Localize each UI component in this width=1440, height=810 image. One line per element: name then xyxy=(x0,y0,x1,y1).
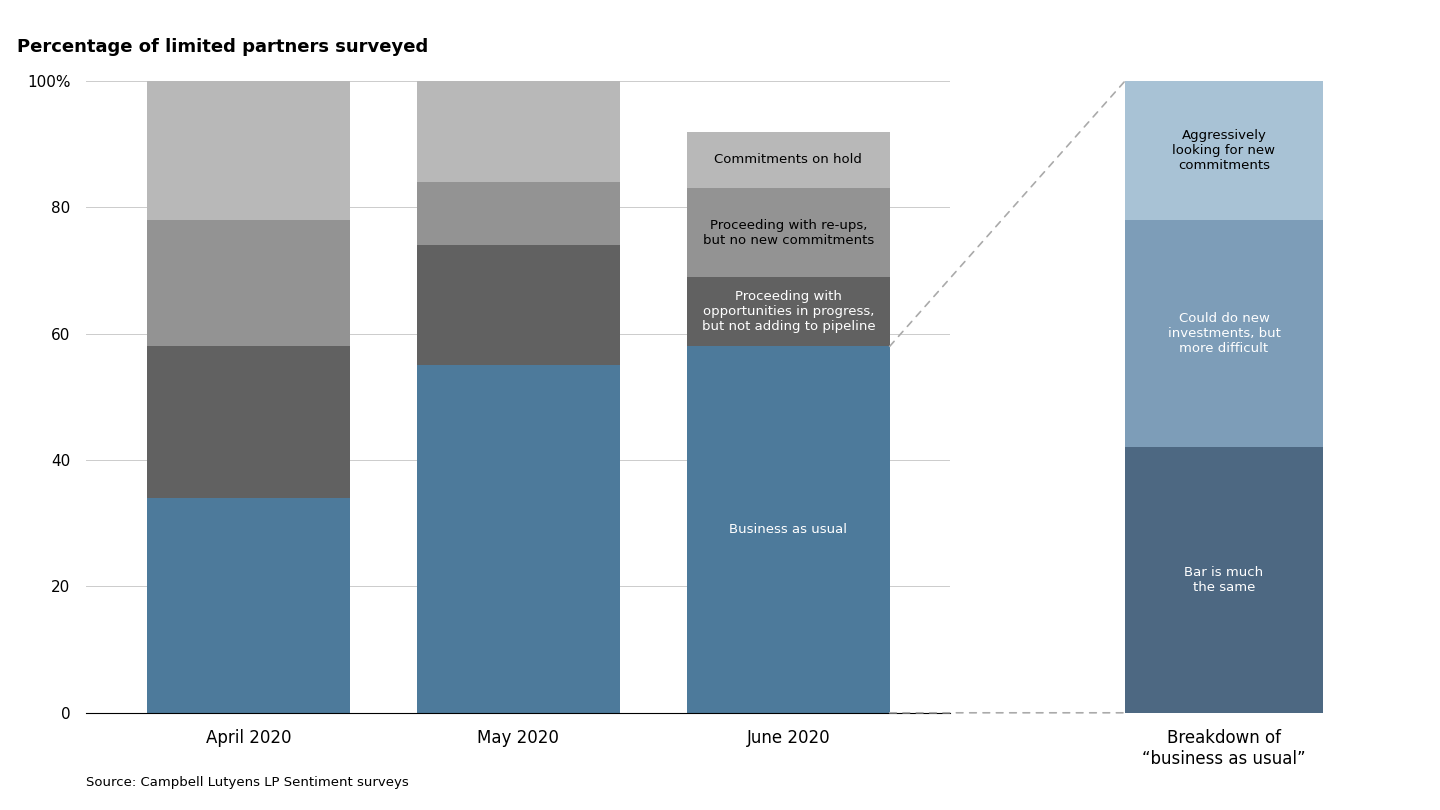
Bar xyxy=(687,189,890,277)
Text: Bar is much
the same: Bar is much the same xyxy=(1185,566,1263,594)
Text: Proceeding with re-ups,
but no new commitments: Proceeding with re-ups, but no new commi… xyxy=(703,219,874,246)
Text: Could do new
investments, but
more difficult: Could do new investments, but more diffi… xyxy=(1168,312,1280,356)
Text: Aggressively
looking for new
commitments: Aggressively looking for new commitments xyxy=(1172,129,1276,172)
Bar xyxy=(418,81,619,182)
Bar xyxy=(147,81,350,220)
Text: Source: Campbell Lutyens LP Sentiment surveys: Source: Campbell Lutyens LP Sentiment su… xyxy=(86,776,409,789)
Bar xyxy=(418,365,619,713)
Bar xyxy=(687,131,890,189)
Text: Proceeding with
opportunities in progress,
but not adding to pipeline: Proceeding with opportunities in progres… xyxy=(701,290,876,333)
Text: Commitments on hold: Commitments on hold xyxy=(714,153,863,167)
Bar xyxy=(1125,447,1323,713)
Bar xyxy=(418,182,619,245)
Bar xyxy=(147,347,350,498)
Bar xyxy=(418,245,619,365)
Bar xyxy=(687,347,890,713)
Bar xyxy=(147,220,350,347)
Text: Business as usual: Business as usual xyxy=(730,523,847,536)
Bar xyxy=(147,498,350,713)
Bar xyxy=(1125,81,1323,220)
Bar xyxy=(687,277,890,347)
Text: Percentage of limited partners surveyed: Percentage of limited partners surveyed xyxy=(17,38,429,56)
Bar xyxy=(1125,220,1323,447)
